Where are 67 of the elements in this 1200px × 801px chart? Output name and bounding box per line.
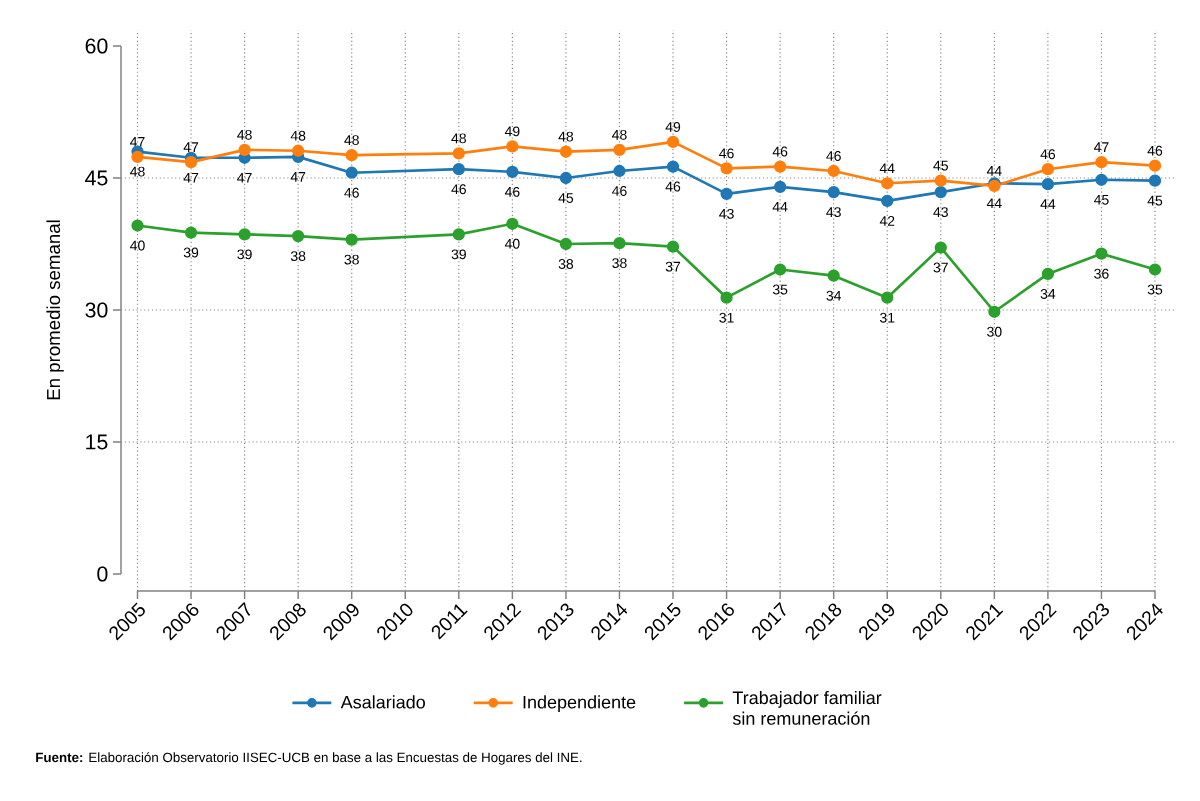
data-label: 34 bbox=[1040, 288, 1056, 299]
data-label: 48 bbox=[130, 166, 145, 177]
data-label: 37 bbox=[933, 262, 948, 273]
data-label: 37 bbox=[665, 261, 681, 272]
data-label: 35 bbox=[772, 284, 788, 295]
data-label: 48 bbox=[612, 129, 627, 140]
data-label: 38 bbox=[612, 258, 627, 269]
data-label: 46 bbox=[665, 181, 681, 192]
data-label: 47 bbox=[237, 172, 252, 183]
data-label: 44 bbox=[772, 202, 788, 212]
data-label: 47 bbox=[1093, 142, 1109, 152]
y-tick-label: 0 bbox=[97, 566, 108, 582]
data-label: 46 bbox=[826, 151, 841, 161]
data-label: 45 bbox=[933, 160, 948, 171]
data-label: 44 bbox=[986, 198, 1002, 209]
legend-label: Independiente bbox=[523, 695, 636, 713]
data-label: 34 bbox=[826, 290, 842, 301]
legend-label: Asalariado bbox=[340, 695, 425, 709]
data-label: 38 bbox=[290, 251, 306, 262]
data-label: 46 bbox=[719, 148, 734, 159]
data-label: 43 bbox=[719, 208, 734, 219]
y-tick-label: 15 bbox=[86, 434, 108, 450]
data-label: 39 bbox=[451, 249, 466, 260]
data-label: 48 bbox=[558, 131, 574, 142]
data-label: 40 bbox=[504, 238, 520, 249]
data-label: 46 bbox=[1040, 149, 1056, 160]
data-label: 38 bbox=[558, 259, 574, 269]
data-label: 45 bbox=[1093, 194, 1109, 205]
y-tick-label: 30 bbox=[85, 302, 108, 318]
y-tick-label: 45 bbox=[85, 170, 108, 186]
data-label: 44 bbox=[879, 163, 895, 174]
data-label: 48 bbox=[237, 129, 252, 140]
data-label: 36 bbox=[1094, 268, 1109, 279]
data-label: 46 bbox=[612, 186, 627, 196]
data-label: 47 bbox=[183, 142, 199, 152]
data-label: 47 bbox=[290, 172, 306, 182]
data-label: 40 bbox=[130, 240, 145, 251]
data-label: 31 bbox=[719, 312, 734, 323]
data-label: 39 bbox=[183, 247, 199, 258]
data-label: 46 bbox=[451, 184, 466, 195]
data-label: 30 bbox=[987, 326, 1002, 337]
legend-label: Trabajador familiar sin remuneración bbox=[732, 690, 882, 725]
data-label: 39 bbox=[237, 249, 252, 260]
data-label: 45 bbox=[1147, 195, 1163, 206]
data-label: 31 bbox=[879, 312, 895, 323]
text: Fuente: Elaboración Observatorio IISEC-UCB en base a las Encuestas de Hogares del INE. bbox=[36, 752, 582, 765]
data-label: 38 bbox=[344, 254, 359, 265]
data-label: 46 bbox=[344, 187, 359, 198]
data-label: 49 bbox=[504, 126, 520, 137]
data-label: 43 bbox=[826, 207, 841, 218]
data-label: 46 bbox=[772, 146, 788, 157]
data-label: 47 bbox=[183, 172, 199, 183]
y-tick-label: 60 bbox=[85, 38, 108, 54]
data-label: 48 bbox=[451, 133, 466, 144]
data-label: 49 bbox=[665, 121, 681, 132]
data-label: 47 bbox=[130, 137, 145, 147]
data-label: 44 bbox=[986, 166, 1002, 176]
data-label: 48 bbox=[344, 135, 359, 146]
data-label: 44 bbox=[1040, 199, 1056, 209]
data-label: 46 bbox=[1147, 145, 1163, 156]
data-label: 46 bbox=[504, 186, 520, 197]
data-label: 43 bbox=[933, 207, 948, 218]
y-axis-title: En promedio semanal bbox=[46, 220, 64, 400]
data-label: 45 bbox=[558, 193, 574, 203]
data-label: 42 bbox=[879, 216, 895, 226]
data-label: 35 bbox=[1147, 284, 1163, 295]
data-label: 48 bbox=[290, 130, 306, 141]
